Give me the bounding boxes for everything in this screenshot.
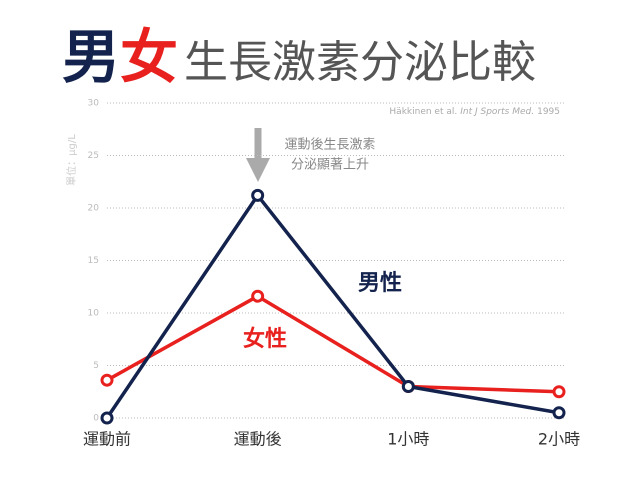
y-tick-label: 5 (93, 361, 99, 371)
point (552, 406, 566, 420)
x-tick-label: 1小時 (387, 430, 429, 449)
title-part: 男 (62, 23, 121, 91)
y-tick-label: 20 (88, 204, 100, 214)
point (100, 373, 114, 387)
point (251, 188, 265, 202)
y-tick-label: 30 (88, 99, 100, 109)
series-line (106, 294, 560, 394)
y-tick-label: 25 (88, 151, 99, 161)
x-tick-label: 運動後 (234, 430, 282, 449)
chart-title: 男女 生長激素分泌比較 (62, 28, 536, 86)
title-part: 生長激素分泌比較 (184, 37, 537, 88)
annotation: 運動後生長激素 (284, 138, 375, 153)
point (100, 411, 114, 425)
point (552, 385, 566, 399)
point (251, 289, 265, 303)
x-tick-label: 運動前 (83, 430, 131, 449)
source-part: 1995 (537, 107, 560, 117)
y-tick-label: 10 (88, 309, 100, 319)
series-line (105, 193, 560, 419)
title-part: 女 (120, 23, 179, 91)
x-tick-label: 2小時 (538, 430, 580, 449)
annotation-arrow-head (246, 158, 270, 182)
point (401, 380, 415, 393)
source-part: Häkkinen et al. (389, 107, 457, 117)
y-tick-label: 0 (93, 414, 99, 424)
series-label: 男性 (358, 271, 402, 296)
y-tick-label: 15 (88, 256, 99, 266)
annotation: 分泌顯著上升 (291, 158, 369, 173)
source-part: Int J Sports Med. (460, 107, 534, 117)
series-label: 女性 (243, 326, 287, 352)
source: Häkkinen et al. Int J Sports Med. 1995 (389, 107, 560, 117)
y-axis-label: 單位：μg/L (65, 134, 78, 186)
